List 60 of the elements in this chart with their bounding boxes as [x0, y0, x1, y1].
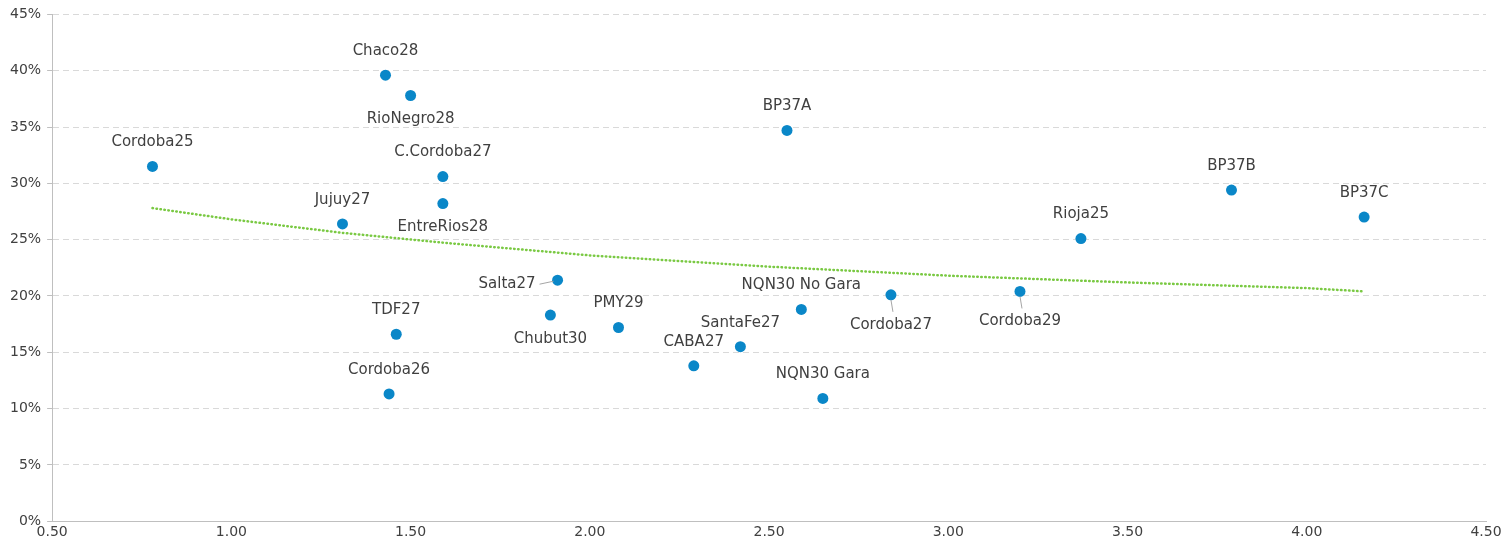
annotation: Chubut30 — [513, 328, 588, 347]
y-tick-label: 30% — [9, 173, 42, 190]
point — [437, 198, 449, 210]
point — [390, 328, 402, 340]
annotation: BP37C — [1339, 183, 1389, 202]
point — [405, 89, 417, 101]
annotation: Cordoba26 — [348, 359, 431, 378]
point — [795, 303, 807, 315]
y-tick-label: 20% — [9, 286, 42, 303]
y-tick-label: 5% — [18, 455, 42, 472]
annotation: EntreRios28 — [397, 217, 489, 236]
annotation: PMY29 — [593, 293, 644, 312]
point — [817, 392, 829, 404]
annotation: RioNegro28 — [366, 109, 455, 128]
point — [613, 321, 624, 333]
annotation: BP37A — [762, 96, 813, 115]
annotation: NQN30 No Gara — [741, 275, 862, 294]
x-tick-label: 1.50 — [395, 523, 427, 540]
x-tick-label: 2.50 — [753, 523, 785, 540]
annotation: NQN30 Gara — [775, 364, 870, 383]
y-tick-label: 40% — [9, 61, 42, 78]
annotation: Chaco28 — [352, 41, 419, 60]
point — [1358, 211, 1370, 223]
x-tick-label: 4.50 — [1470, 523, 1502, 540]
annotation: C.Cordoba27 — [394, 142, 492, 161]
annotation: Salta27 — [478, 274, 536, 293]
annotation: TDF27 — [371, 300, 421, 319]
point — [552, 274, 564, 286]
annotation: Cordoba29 — [978, 311, 1062, 330]
annotation: CABA27 — [663, 331, 724, 350]
point — [336, 218, 348, 230]
point — [380, 69, 391, 81]
x-tick-label: 3.50 — [1111, 523, 1144, 540]
point — [544, 309, 556, 321]
annotation: Cordoba25 — [111, 132, 194, 151]
annotation: Jujuy27 — [313, 189, 371, 208]
point — [885, 289, 897, 301]
annotation: SantaFe27 — [700, 312, 781, 331]
x-tick-label: 2.00 — [574, 523, 606, 540]
y-tick-label: 10% — [9, 399, 42, 416]
y-tick-label: 25% — [9, 230, 42, 247]
annotation: Cordoba27 — [849, 314, 932, 333]
point — [1014, 285, 1026, 297]
annotation: BP37B — [1207, 155, 1256, 174]
point — [437, 171, 449, 183]
point — [146, 160, 158, 172]
y-tick-label: 15% — [9, 342, 42, 359]
x-tick-label: 1.00 — [215, 523, 247, 540]
point — [383, 388, 395, 400]
point — [734, 341, 746, 353]
annotation: Rioja25 — [1052, 204, 1110, 223]
point — [1225, 184, 1237, 196]
y-tick-label: 45% — [9, 5, 42, 22]
x-tick-label: 4.00 — [1291, 523, 1323, 540]
x-tick-label: 3.00 — [932, 523, 964, 540]
y-tick-label: 35% — [9, 117, 42, 134]
point — [1075, 233, 1087, 245]
point — [688, 360, 700, 372]
point — [781, 124, 793, 136]
line-series — [151, 206, 1366, 293]
